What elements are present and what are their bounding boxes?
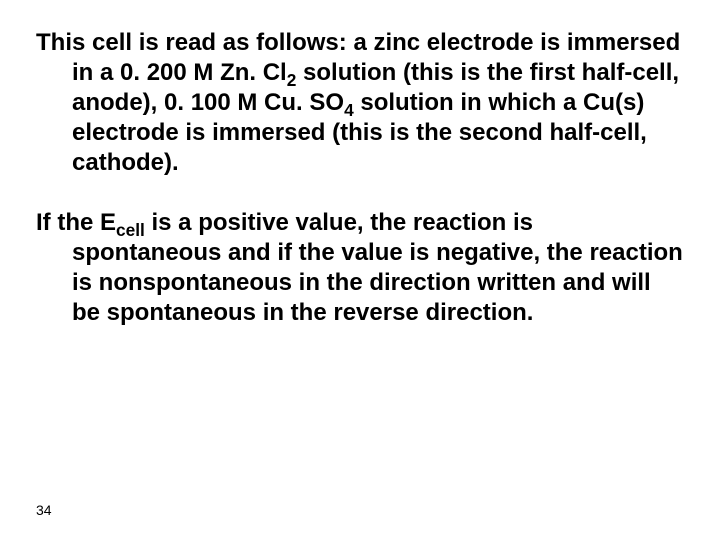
subscript: cell (116, 220, 145, 240)
paragraph-1: This cell is read as follows: a zinc ele… (36, 28, 684, 178)
text-run: If the E (36, 209, 116, 236)
slide-content: This cell is read as follows: a zinc ele… (36, 28, 684, 328)
subscript: 2 (287, 70, 297, 90)
page-number: 34 (36, 502, 52, 518)
text-run: is a positive value, the reaction is spo… (72, 209, 683, 326)
paragraph-2: If the Ecell is a positive value, the re… (36, 208, 684, 328)
subscript: 4 (344, 100, 354, 120)
